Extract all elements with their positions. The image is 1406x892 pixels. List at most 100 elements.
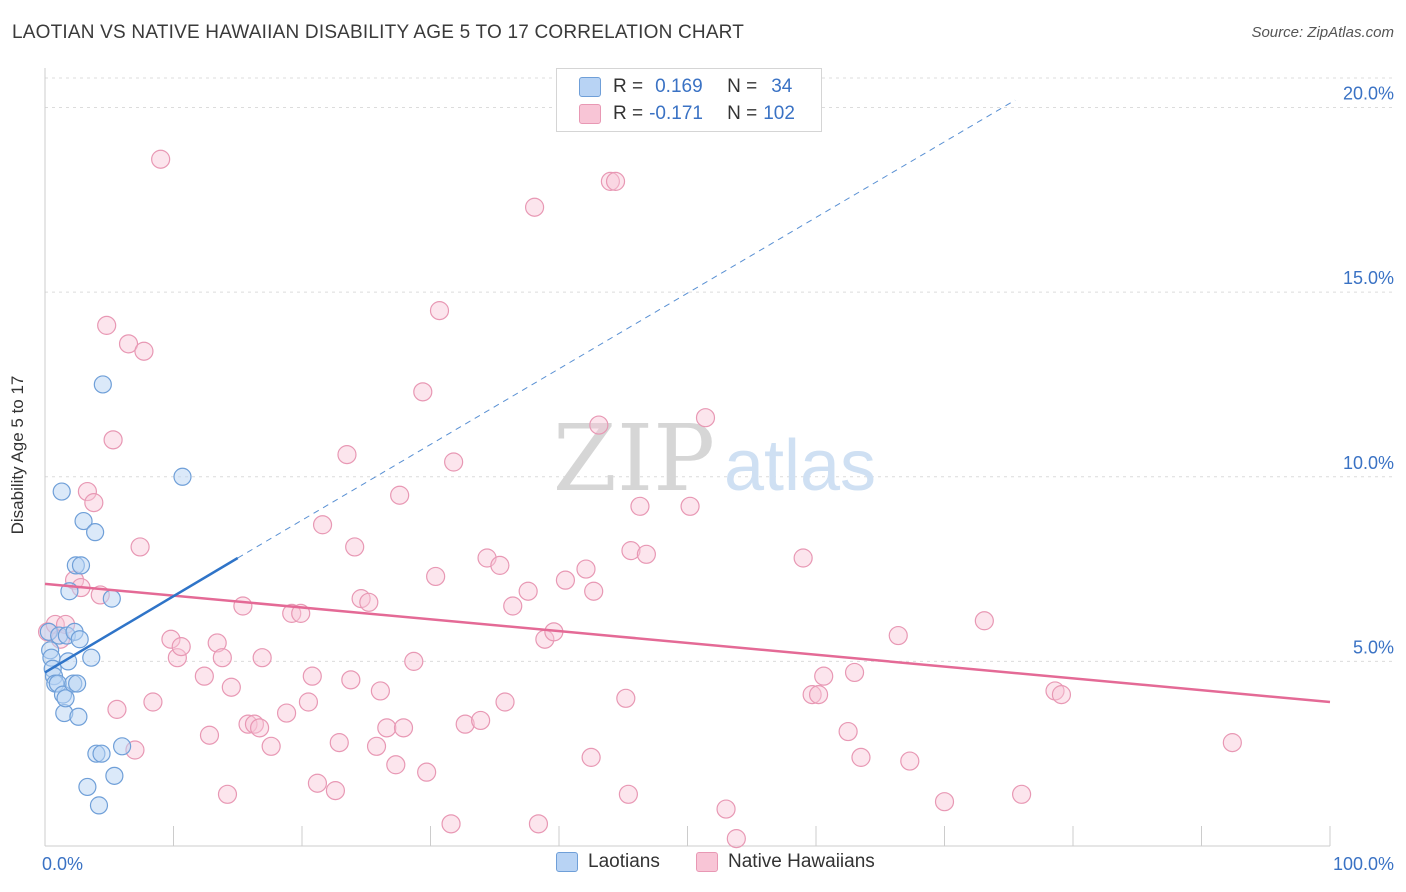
- native-hawaiian-point: [808, 685, 829, 705]
- native-hawaiian-point: [838, 721, 858, 742]
- native-hawaiian-point: [726, 829, 746, 849]
- watermark-zip: ZIP: [553, 405, 715, 512]
- native-hawaiian-point: [103, 430, 123, 450]
- legend-item-native-hawaiians[interactable]: Native Hawaiians: [696, 851, 875, 873]
- native-hawaiian-point: [441, 814, 461, 834]
- axes: [44, 68, 1331, 847]
- native-hawaiian-point: [900, 751, 920, 771]
- laotian-point: [78, 777, 97, 797]
- native-hawaiian-point: [576, 559, 596, 579]
- x-tick-label: 100.0%: [1333, 854, 1394, 874]
- native-hawaiian-point: [1051, 685, 1072, 705]
- chart-title: LAOTIAN VS NATIVE HAWAIIAN DISABILITY AG…: [12, 22, 745, 43]
- native-hawaiian-point: [77, 481, 98, 502]
- native-hawaiian-point: [312, 515, 333, 535]
- native-hawaiian-point: [212, 648, 232, 668]
- native-hawaiian-point: [207, 633, 227, 653]
- native-hawaiian-point: [233, 596, 253, 616]
- watermark-atlas: atlas: [724, 426, 876, 506]
- laotian-point: [102, 589, 121, 608]
- native-hawaiian-point: [393, 718, 414, 738]
- native-hawaiian-point: [390, 485, 410, 505]
- laotian-point: [68, 674, 87, 693]
- native-hawaiian-point: [455, 714, 475, 734]
- native-hawaiian-point: [118, 334, 139, 354]
- native-hawaiian-point: [589, 415, 609, 435]
- legend-n-value-laotians: 34: [771, 76, 793, 97]
- native-hawaiian-point: [503, 596, 523, 616]
- native-hawaiian-point: [167, 648, 187, 668]
- legend-r-value-laotians: 0.169: [655, 76, 703, 97]
- native-hawaiian-point: [584, 581, 604, 601]
- native-hawaiian-point: [518, 581, 538, 601]
- native-hawaiians-swatch: [579, 104, 601, 124]
- native-hawaiian-point: [329, 733, 349, 753]
- legend-item-laotians[interactable]: Laotians: [556, 851, 660, 873]
- native-hawaiian-point: [555, 570, 576, 590]
- native-hawaiian-point: [528, 814, 549, 834]
- native-hawaiian-point: [490, 555, 510, 575]
- native-hawaiian-point: [302, 666, 322, 686]
- native-hawaiian-point: [974, 611, 994, 631]
- laotians-legend-swatch: [556, 852, 578, 872]
- native-hawaiian-point: [413, 382, 433, 402]
- native-hawaiian-point: [217, 784, 238, 804]
- trend-lines: [44, 99, 1331, 704]
- native-hawaiian-point: [244, 714, 265, 734]
- native-hawaiian-point: [151, 149, 171, 169]
- native-hawaiian-point: [581, 747, 601, 767]
- legend-n-label: N =: [727, 103, 758, 124]
- native-hawaiian-point: [386, 755, 406, 775]
- y-axis-label: Disability Age 5 to 17: [8, 375, 27, 535]
- tick-labels: 5.0% 10.0% 15.0% 20.0% 0.0% 100.0%: [42, 84, 1394, 874]
- laotian-point: [74, 511, 93, 531]
- native-hawaiian-point: [97, 315, 117, 335]
- native-hawaiian-point: [429, 301, 450, 321]
- native-hawaiians-trend-line: [44, 582, 1331, 704]
- y-tick-label: 20.0%: [1343, 84, 1394, 104]
- native-hawaiian-point: [143, 692, 163, 712]
- laotian-point: [56, 689, 75, 708]
- legend-n-label: N =: [727, 76, 758, 97]
- legend-r-value-native-hawaiians: -0.171: [649, 103, 703, 124]
- native-hawaiian-point: [370, 681, 390, 701]
- native-hawaiian-point: [934, 792, 955, 812]
- native-hawaiian-point: [359, 592, 379, 612]
- native-hawaiian-point: [1045, 681, 1065, 701]
- series-legend: Laotians Native Hawaiians: [0, 851, 1406, 877]
- y-tick-label: 5.0%: [1353, 637, 1394, 657]
- legend-r-label: R =: [613, 103, 644, 124]
- native-hawaiian-point: [600, 171, 621, 191]
- native-hawaiian-point: [716, 799, 736, 819]
- x-tick-label: 0.0%: [42, 854, 83, 874]
- native-hawaiian-point: [888, 625, 908, 646]
- native-hawaiian-point: [621, 541, 641, 561]
- legend-label-laotians: Laotians: [588, 851, 660, 872]
- native-hawaiian-point: [426, 566, 446, 587]
- native-hawaiian-point: [84, 493, 104, 513]
- native-hawaiian-point: [851, 747, 871, 767]
- laotian-point: [71, 556, 91, 575]
- native-hawaiian-point: [298, 692, 319, 712]
- native-hawaiian-point: [249, 718, 270, 738]
- native-hawaiian-point: [337, 445, 357, 465]
- laotian-point: [52, 482, 71, 501]
- laotians-trend-extension: [237, 99, 1016, 559]
- legend-label-native-hawaiians: Native Hawaiians: [728, 851, 875, 872]
- laotian-point: [89, 796, 109, 815]
- native-hawaiians-points: [37, 149, 1242, 849]
- native-hawaiian-point: [238, 714, 258, 734]
- native-hawaiian-point: [171, 637, 191, 657]
- native-hawaiian-point: [630, 496, 650, 516]
- y-tick-label: 15.0%: [1343, 268, 1394, 288]
- native-hawaiian-point: [404, 651, 424, 671]
- laotian-point: [69, 707, 88, 726]
- native-hawaiians-legend-swatch: [696, 852, 718, 872]
- native-hawaiian-point: [495, 692, 515, 712]
- legend-r-label: R =: [613, 76, 644, 97]
- native-hawaiian-point: [130, 537, 150, 557]
- laotian-point: [92, 744, 111, 763]
- legend-row-native-hawaiians: R = -0.171 N = 102: [579, 103, 795, 125]
- legend-row-laotians: R = 0.169 N = 34: [579, 76, 792, 98]
